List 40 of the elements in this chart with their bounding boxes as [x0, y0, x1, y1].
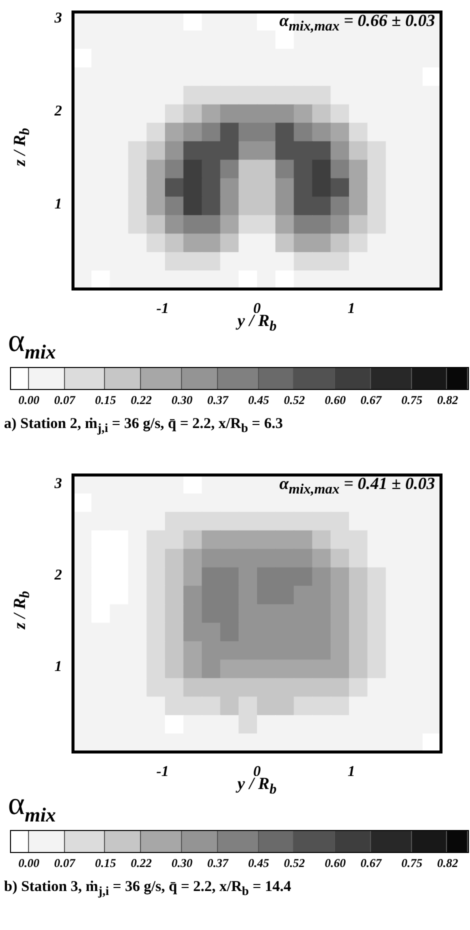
color-bar-label: 0.15: [94, 856, 116, 871]
color-bar-label: 0.37: [207, 856, 228, 871]
y-tick-label: 1: [54, 196, 62, 212]
color-bar-label: 0.30: [172, 856, 193, 871]
x-tick-label: -1: [156, 300, 169, 317]
y-tick-label: 3: [54, 476, 62, 492]
color-bar-label: 0.37: [207, 393, 228, 408]
color-bar-label: 0.52: [284, 393, 305, 408]
y-tick-label: 2: [54, 103, 62, 120]
annotation: α$_{mix,max}$ = 0.66 ± 0.03: [279, 11, 435, 36]
x-tick-label: -1: [156, 764, 169, 780]
color-bar-label: 0.30: [172, 393, 193, 408]
y-tick-label: 3: [54, 10, 62, 26]
color-bar-title: α$_{mix}$: [8, 322, 56, 364]
color-bar-label: 0.07: [54, 393, 76, 408]
y-tick-label: 1: [54, 658, 62, 675]
color-bar-title: α$_{mix}$: [8, 785, 56, 828]
color-bar-label: 0.22: [130, 393, 152, 408]
color-bar-label: 0.82: [437, 393, 458, 408]
color-bar-label: 0.52: [284, 856, 305, 871]
x-tick-label: 1: [348, 300, 356, 317]
annotation: α$_{mix,max}$ = 0.41 ± 0.03: [279, 474, 435, 498]
text: b) Station 3, ṁ$_{j,i}$ = 36 g/s, q̄ = 2.2, x/R$_{b}$ = 14.4: [4, 879, 292, 899]
color-bar-label: 0.15: [94, 393, 116, 408]
color-bar-label: 0.67: [360, 393, 382, 408]
color-bar-label: 0.82: [437, 856, 458, 871]
color-bar-label: 0.75: [401, 393, 422, 408]
color-bar-label: 0.60: [324, 393, 346, 408]
color-bar-label: 0.60: [324, 856, 346, 871]
color-bar-label: 0.07: [54, 856, 76, 871]
color-bar-label: 0.45: [248, 856, 270, 871]
color-bar-label: 0.75: [401, 856, 422, 871]
text: a) Station 2, ṁ$_{j,i}$ = 36 g/s, q̄ = 2.2, x/R$_{b}$ = 6.3: [4, 416, 283, 436]
color-bar-label: 0.67: [360, 856, 382, 871]
x-tick-label: 1: [348, 764, 356, 780]
color-bar-label: 0.00: [18, 393, 40, 408]
y-tick-label: 2: [54, 567, 62, 584]
color-bar-label: 0.22: [130, 856, 152, 871]
color-bar-label: 0.00: [18, 856, 40, 871]
color-bar-label: 0.45: [248, 393, 270, 408]
